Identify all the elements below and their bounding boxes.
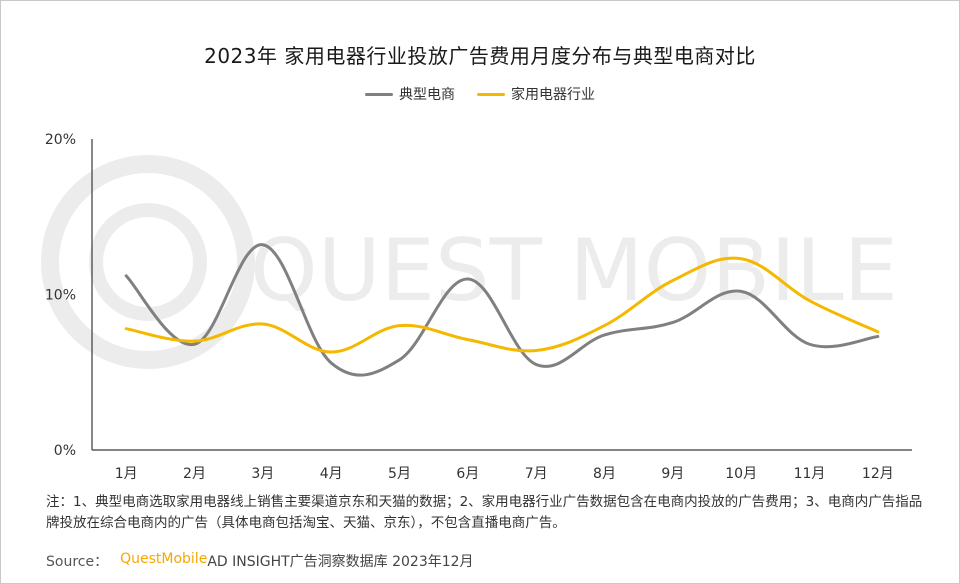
- series-line-appliance: [124, 256, 880, 354]
- y-tick-label: 0%: [54, 443, 76, 459]
- x-tick-label: 7月: [525, 466, 548, 482]
- chart-title: 2023年 家用电器行业投放广告费用月度分布与典型电商对比: [204, 44, 756, 68]
- source-line: Source： QuestMobile AD INSIGHT广告洞察数据库 20…: [46, 551, 474, 571]
- series-line-ecommerce: [124, 243, 880, 377]
- legend-label-appliance: 家用电器行业: [511, 87, 595, 103]
- legend-swatch-ecommerce: [365, 92, 393, 96]
- x-tick-label: 11月: [794, 466, 826, 482]
- source-text: AD INSIGHT广告洞察数据库 2023年12月: [207, 554, 474, 570]
- legend-label-ecommerce: 典型电商: [399, 87, 455, 103]
- watermark-text: QUEST MOBILE: [250, 221, 898, 321]
- x-tick-label: 10月: [725, 466, 757, 482]
- x-tick-label: 8月: [593, 466, 616, 482]
- x-tick-label: 6月: [456, 466, 479, 482]
- legend-swatch-appliance: [477, 92, 505, 96]
- x-tick-label: 3月: [251, 466, 274, 482]
- legend-item-ecommerce: 典型电商: [365, 84, 455, 104]
- legend: 典型电商 家用电器行业: [0, 84, 960, 104]
- watermark-logo-ring: [41, 155, 255, 369]
- source-label: Source：: [46, 554, 109, 570]
- x-tick-label: 9月: [661, 466, 684, 482]
- axes: [91, 139, 912, 451]
- y-tick-label: 20%: [45, 132, 76, 148]
- footnote: 注：1、典型电商选取家用电器线上销售主要渠道京东和天猫的数据；2、家用电器行业广…: [46, 494, 923, 531]
- watermark-logo-inner: [89, 203, 207, 321]
- y-tick-label: 10%: [45, 288, 76, 304]
- source-brand: QuestMobile: [120, 551, 208, 567]
- watermark: QUEST MOBILE: [41, 155, 898, 369]
- x-tick-label: 1月: [115, 466, 138, 482]
- x-tick-label: 5月: [388, 466, 411, 482]
- series-layer: [124, 243, 880, 377]
- labels-layer: 0% 10% 20% 1月 2月 3月 4月 5月 6月 7月 8月 9月 10月 11月 12月: [45, 132, 894, 482]
- x-tick-label: 2月: [183, 466, 206, 482]
- x-tick-label: 4月: [320, 466, 343, 482]
- x-tick-label: 12月: [862, 466, 894, 482]
- legend-item-appliance: 家用电器行业: [477, 84, 595, 104]
